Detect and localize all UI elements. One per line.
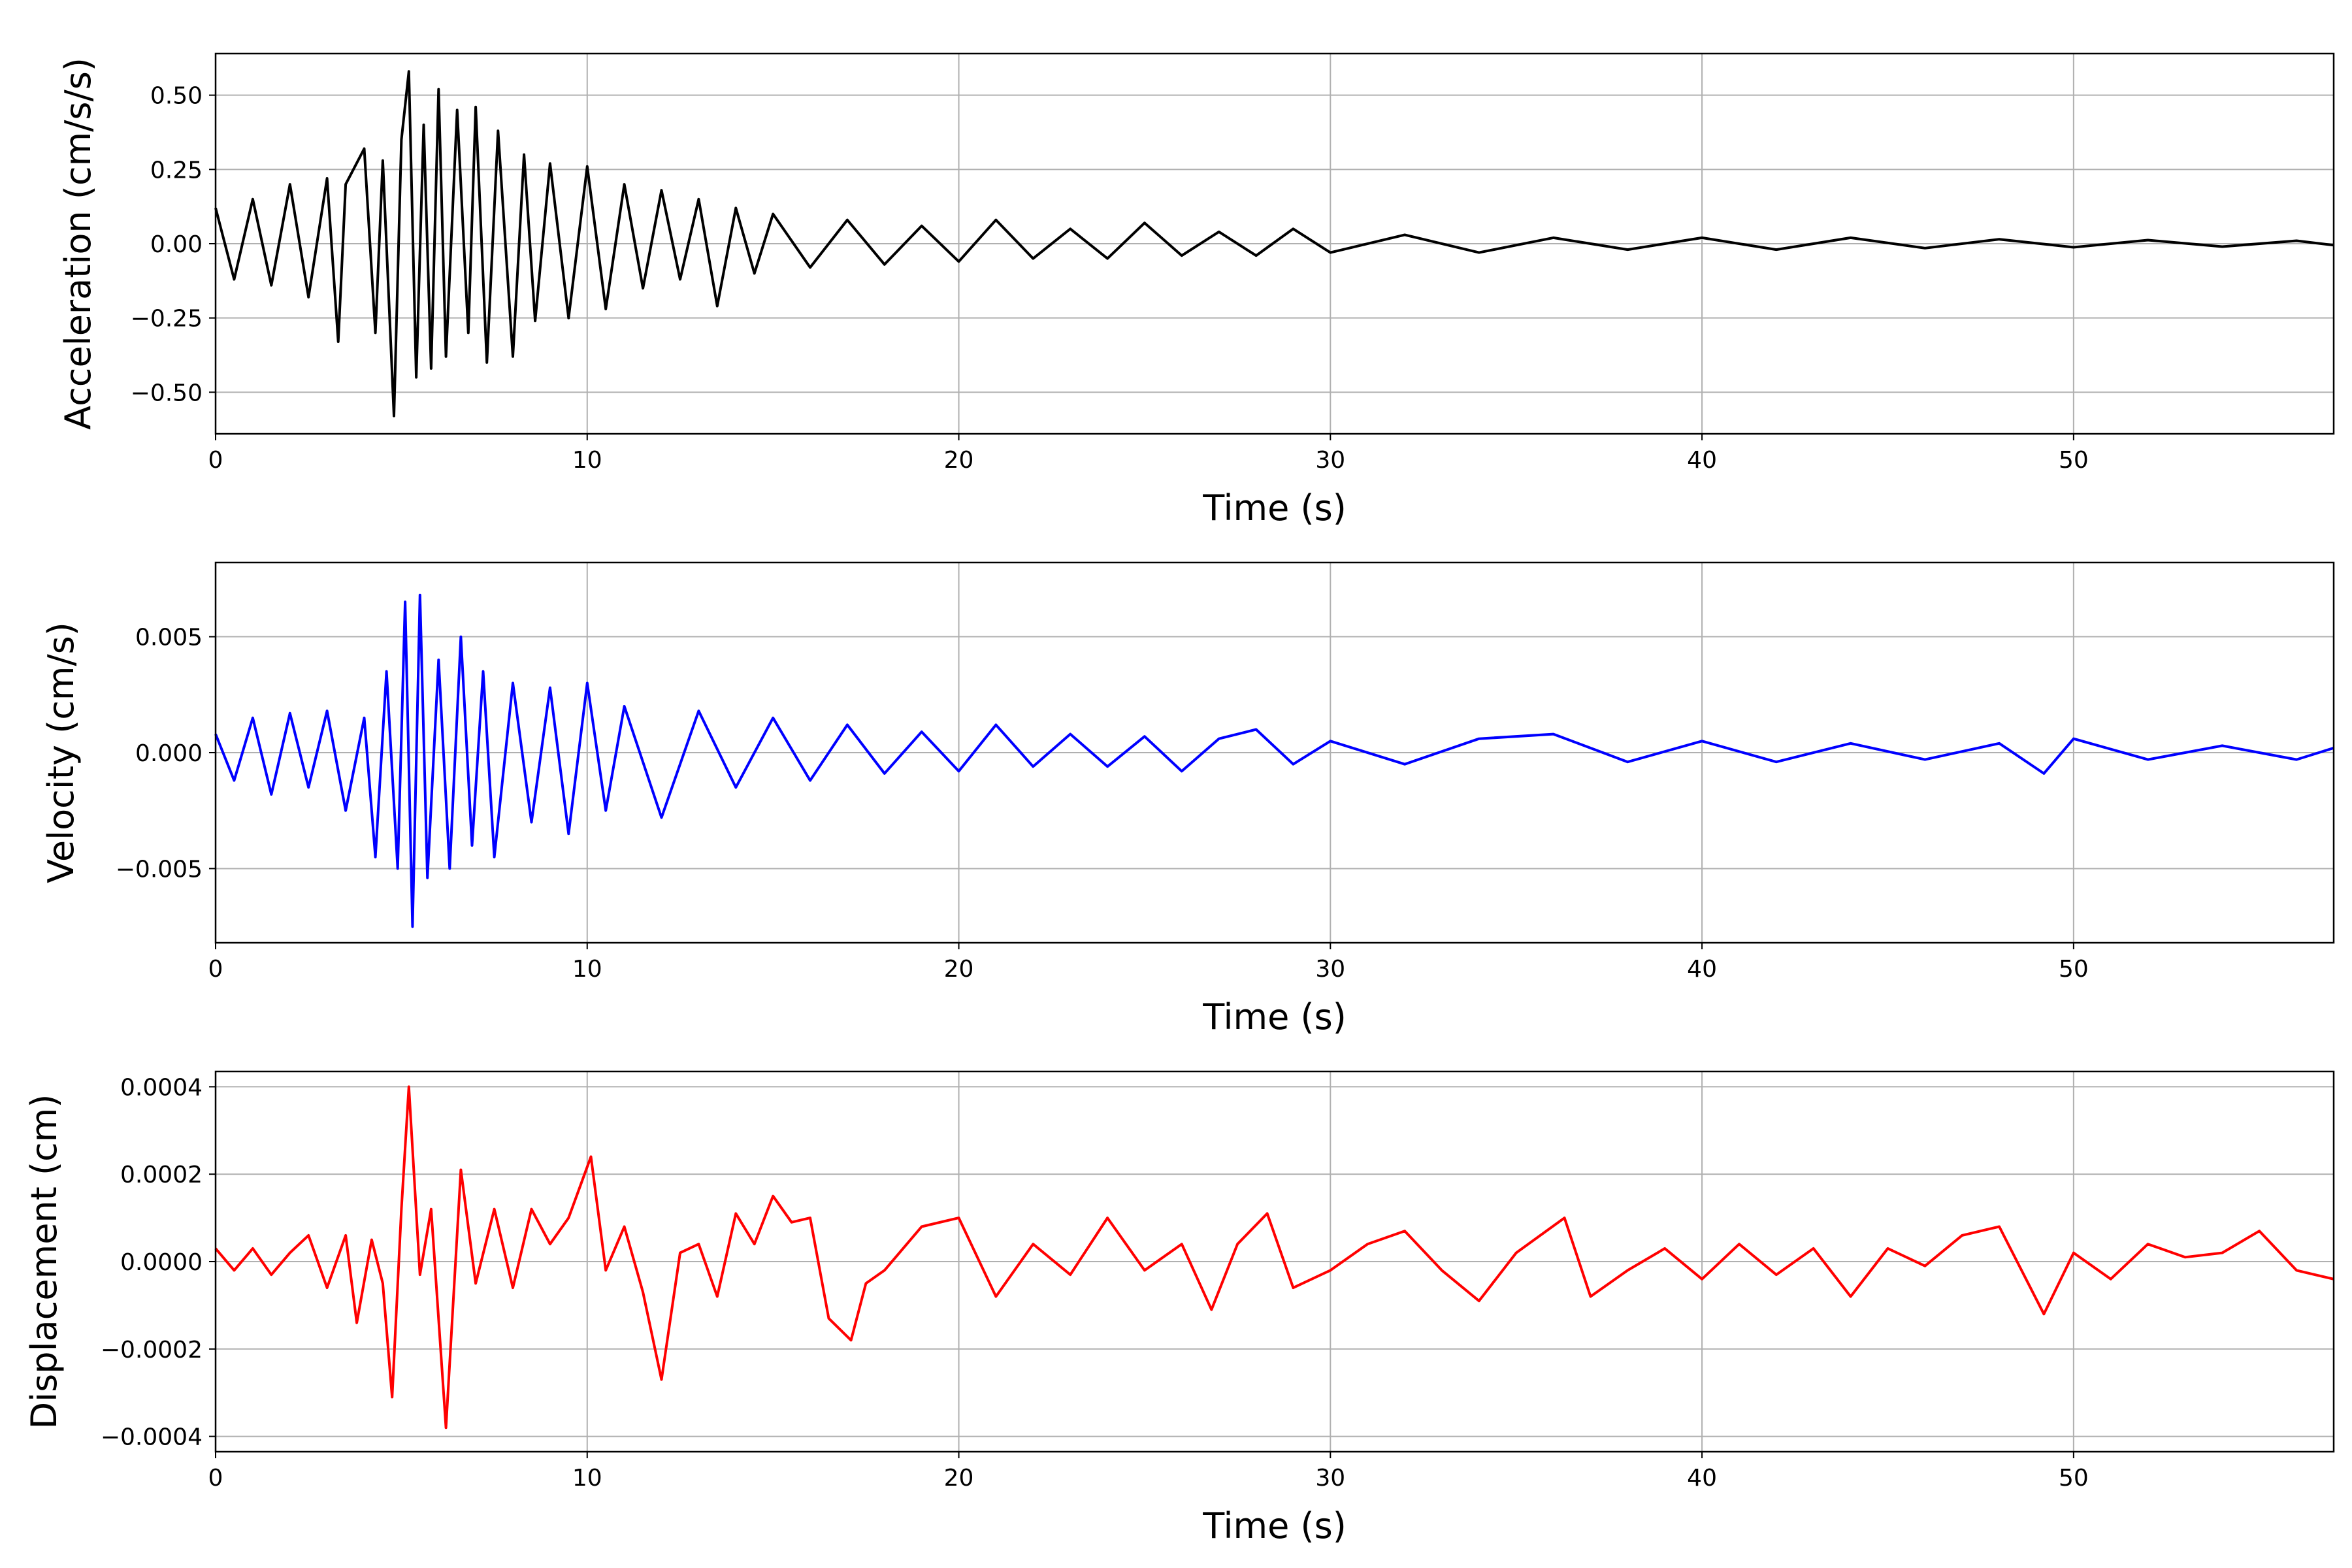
displacement-xtick-label: 30 (1315, 1465, 1345, 1492)
acceleration-xtick-label: 50 (2059, 447, 2089, 474)
acceleration-ytick-label: −0.25 (131, 306, 203, 333)
displacement-series-line (214, 1085, 2334, 1429)
displacement-ylabel: Displacement (cm) (24, 1094, 65, 1429)
acceleration-ytick-label: −0.50 (131, 380, 203, 406)
displacement-ytick-label: −0.0002 (101, 1337, 203, 1364)
velocity-xtick-label: 30 (1315, 956, 1345, 983)
velocity-xtick-label: 40 (1687, 956, 1717, 983)
displacement-xtick-label: 0 (208, 1465, 223, 1492)
velocity-xtick-label: 20 (944, 956, 974, 983)
chart-acceleration: 0 10 20 30 40 50 0.50 0.25 0.00 −0.25 −0.50 Time (… (57, 52, 2335, 529)
acceleration-xtick-label: 10 (572, 447, 602, 474)
displacement-ytick-label: 0.0000 (120, 1249, 203, 1276)
acceleration-ylabel: Acceleration (cm/s/s) (57, 57, 99, 430)
acceleration-ytick-label: 0.25 (150, 157, 203, 184)
acceleration-xlabel: Time (s) (1202, 487, 1347, 529)
acceleration-xtick-label: 20 (944, 447, 974, 474)
displacement-xlabel: Time (s) (1202, 1505, 1347, 1546)
velocity-ytick-label: 0.005 (135, 625, 203, 651)
displacement-xtick-label: 20 (944, 1465, 974, 1492)
velocity-xtick-label: 0 (208, 956, 223, 983)
displacement-ytick-label: 0.0002 (120, 1162, 203, 1188)
acceleration-ytick-label: 0.00 (150, 231, 203, 258)
displacement-xtick-label: 10 (572, 1465, 602, 1492)
velocity-ytick-label: 0.000 (135, 740, 203, 767)
velocity-ylabel: Velocity (cm/s) (41, 622, 82, 883)
velocity-xtick-label: 10 (572, 956, 602, 983)
acceleration-series (214, 70, 2334, 417)
acceleration-series-line (214, 70, 2334, 417)
velocity-ytick-label: −0.005 (116, 856, 203, 883)
velocity-grid (215, 563, 2334, 943)
displacement-xtick-label: 40 (1687, 1465, 1717, 1492)
acceleration-xtick-label: 40 (1687, 447, 1717, 474)
displacement-grid (215, 1071, 2334, 1452)
acceleration-ytick-label: 0.50 (150, 83, 203, 110)
chart-displacement: 0 10 20 30 40 50 0.0004 0.0002 0.0000 −0.0002 −0.0… (24, 1070, 2335, 1546)
displacement-ticks: 0 10 20 30 40 50 0.0004 0.0002 0.0000 −0.0002 −0.0… (101, 1074, 2089, 1492)
velocity-ticks: 0 10 20 30 40 50 0.005 0.000 −0.005 (116, 625, 2089, 983)
displacement-series (214, 1085, 2334, 1429)
acceleration-xtick-label: 30 (1315, 447, 1345, 474)
displacement-ytick-label: −0.0004 (101, 1424, 203, 1451)
acceleration-xtick-label: 0 (208, 447, 223, 474)
velocity-series (214, 593, 2334, 928)
velocity-xtick-label: 50 (2059, 956, 2089, 983)
velocity-series-line (214, 593, 2334, 928)
acceleration-ticks: 0 10 20 30 40 50 0.50 0.25 0.00 −0.25 −0.50 (131, 83, 2089, 474)
displacement-xtick-label: 50 (2059, 1465, 2089, 1492)
chart-velocity: 0 10 20 30 40 50 0.005 0.000 −0.005 Time (s) Vel… (41, 561, 2335, 1037)
displacement-ytick-label: 0.0004 (120, 1074, 203, 1101)
velocity-xlabel: Time (s) (1202, 996, 1347, 1037)
